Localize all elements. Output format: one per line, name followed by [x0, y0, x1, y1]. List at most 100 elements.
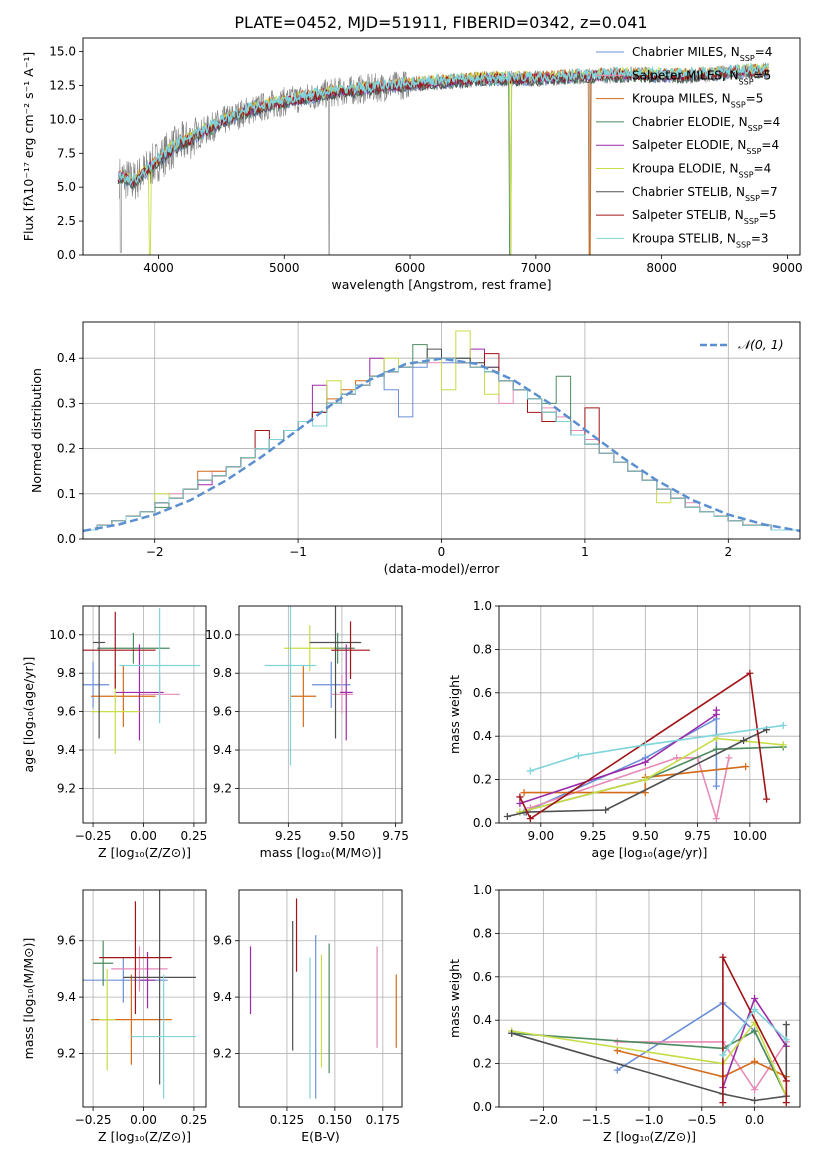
axes-frame: [82, 321, 801, 540]
x-tick-label: −0.5: [687, 1113, 716, 1127]
y-tick-label: 1.0: [473, 883, 492, 897]
x-tick-label: 9000: [772, 261, 803, 275]
weight-marker: [712, 815, 720, 823]
legend-label: Kroupa ELODIE, NSSP=4: [632, 162, 771, 180]
axes-frame: [82, 889, 207, 1108]
y-axis-label: Normed distribution: [29, 368, 44, 493]
plot-area: [508, 953, 790, 1107]
y-tick-label: 0.4: [473, 1013, 492, 1027]
y-tick-label: 5.0: [57, 180, 76, 194]
weight-marker: [719, 953, 727, 961]
errorbar-point: [91, 665, 156, 727]
x-axis-label: Z [log₁₀(Z/Z⊙)]: [98, 1129, 191, 1144]
y-tick-label: 10.0: [205, 628, 232, 642]
weight-marker: [740, 737, 748, 745]
plot-area: [83, 890, 196, 1099]
weight-marker: [526, 767, 534, 775]
x-tick-label: 9.25: [275, 829, 302, 843]
x-tick-label: 9.00: [527, 829, 554, 843]
x-axis-label: Z [log₁₀(Z/Z⊙)]: [98, 845, 191, 860]
weight-marker: [641, 758, 649, 766]
weight-line: [523, 717, 718, 813]
x-tick-label: 0: [438, 545, 446, 559]
x-tick-label: 0.175: [366, 1113, 400, 1127]
weight-marker: [751, 1086, 759, 1094]
x-tick-label: 0.00: [130, 1113, 157, 1127]
errorbar-point: [97, 632, 170, 664]
weight-line: [617, 1049, 787, 1078]
legend-label: Kroupa MILES, NSSP=5: [632, 92, 763, 110]
normal-curve: [83, 357, 800, 533]
errorbar-point: [290, 665, 317, 727]
errorbar-point: [309, 606, 362, 739]
y-tick-label: 7.5: [57, 146, 76, 160]
axes-frame: [238, 605, 403, 824]
x-tick-label: 10.00: [733, 829, 767, 843]
y-tick-label: 0.0: [57, 248, 76, 262]
x-tick-label: 0.25: [181, 1113, 208, 1127]
x-tick-label: 8000: [646, 261, 677, 275]
axes-frame: [238, 889, 403, 1108]
x-tick-label: −0.25: [75, 1113, 112, 1127]
x-axis-label: (data-model)/error: [384, 561, 501, 576]
x-tick-label: 0.25: [181, 829, 208, 843]
y-tick-label: 9.4: [57, 990, 76, 1004]
y-tick-label: 0.1: [57, 487, 76, 501]
y-tick-label: 9.6: [57, 705, 76, 719]
y-tick-label: 2.5: [57, 214, 76, 228]
weight-line: [511, 1020, 788, 1097]
x-tick-label: 1: [581, 545, 589, 559]
x-tick-label: −1.5: [582, 1113, 611, 1127]
weight-marker: [503, 812, 511, 820]
plot-area: [83, 606, 200, 754]
legend-label: Chabrier ELODIE, NSSP=4: [632, 115, 780, 132]
weight-marker: [751, 1096, 759, 1104]
errorbar-point: [83, 661, 110, 708]
y-tick-label: 9.8: [57, 666, 76, 680]
x-tick-label: 0.125: [270, 1113, 304, 1127]
weight-marker: [508, 1029, 516, 1037]
y-tick-label: 0.0: [473, 1100, 492, 1114]
y-tick-label: 0.0: [473, 816, 492, 830]
errorbar-point: [123, 890, 196, 1085]
weight-marker: [613, 1066, 621, 1074]
legend-label: 𝒩(0, 1): [738, 337, 784, 352]
weight-marker: [520, 789, 528, 797]
x-tick-label: −2.0: [529, 1113, 558, 1127]
y-tick-label: 0.8: [473, 642, 492, 656]
y-tick-label: 0.2: [473, 1057, 492, 1071]
y-axis-label: mass [log₁₀(M/M⊙)]: [21, 938, 36, 1060]
weight-marker: [782, 1099, 790, 1107]
model-spectrum-line: [117, 66, 769, 190]
weight-marker: [613, 1038, 621, 1046]
y-tick-label: 9.2: [57, 781, 76, 795]
y-tick-label: 10.0: [49, 112, 76, 126]
legend-label-subscript: SSP: [739, 170, 754, 179]
errorbar-point: [93, 606, 106, 739]
legend-label-subscript: SSP: [746, 147, 761, 156]
legend-label-suffix: =5: [746, 92, 764, 106]
y-axis-label: mass weight: [447, 959, 462, 1038]
y-tick-label: 0.2: [473, 773, 492, 787]
weight-marker: [516, 808, 524, 816]
axes-age-vs-mass: 9.25 9.50 9.75 9.2 9.4 9.6 9.8 10.0 mass [log₁₀(…: [205, 605, 409, 860]
y-tick-label: 15.0: [49, 45, 76, 59]
y-tick-label: 9.8: [213, 666, 232, 680]
axes-frame: [498, 889, 801, 1108]
weight-marker: [742, 763, 750, 771]
y-tick-label: 9.2: [213, 781, 232, 795]
errorbar-point: [99, 968, 116, 1071]
x-axis-label: E(B-V): [301, 1129, 340, 1144]
weight-line: [507, 728, 767, 818]
y-axis-label: age [log₁₀(age/yr)]: [21, 657, 36, 773]
plot-area: [503, 669, 787, 823]
weight-marker: [641, 776, 649, 784]
weight-marker: [712, 734, 720, 742]
legend-label-suffix: =4: [763, 115, 781, 129]
axes-weight-vs-Z: −2.0 −1.5 −1.0 −0.5 0.0 0.0 0.2 0.4 0.6 0.8 1.0 Z […: [447, 883, 801, 1144]
legend-label-suffix: =5: [754, 68, 772, 82]
errorbar-point: [93, 940, 114, 986]
axes-spectrum: 4000 5000 6000 7000 8000 9000 0.0 2.5 5.0 7.5 10.0…: [21, 37, 803, 292]
axes-frame: [82, 37, 801, 256]
weight-marker: [641, 741, 649, 749]
